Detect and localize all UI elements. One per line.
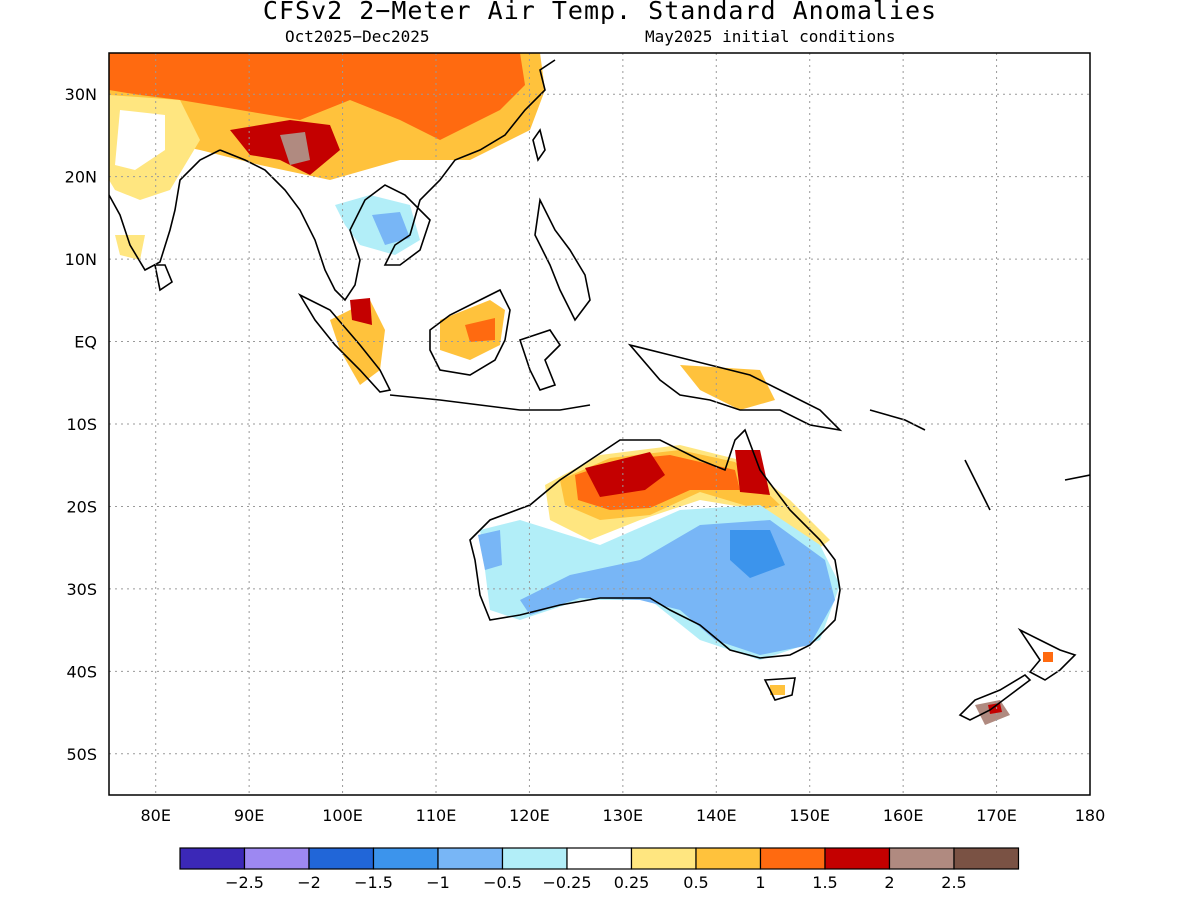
anomaly-region-nz-red (988, 703, 1002, 714)
coast-solomon (869, 409, 926, 431)
colorbar-label: 2 (884, 873, 894, 892)
anomaly-region-aus-darkblue (730, 530, 785, 578)
colorbar-swatch (308, 847, 375, 870)
anomaly-region-nz-north (1043, 652, 1053, 662)
anomaly-region-himalaya-brown (280, 132, 310, 165)
coast-asia (219, 59, 556, 302)
colorbar-swatch (437, 847, 504, 870)
initial-conditions: May2025 initial conditions (645, 27, 896, 46)
colorbar-swatch (953, 847, 1020, 870)
lat-tick-label: EQ (74, 333, 97, 352)
colorbar-label: −0.5 (483, 873, 522, 892)
anomaly-region-asia-darkorange (109, 53, 525, 140)
colorbar-label: −1 (426, 873, 450, 892)
color-scale-legend: −2.5 −2 −1.5 −1 −0.5 −0.25 0.25 0.5 1 1.5 2 2.5 (179, 847, 1020, 892)
lon-tick-label: 130E (603, 806, 644, 825)
colorbar-label: 0.5 (683, 873, 708, 892)
colorbar-label: −1.5 (354, 873, 393, 892)
colorbar-swatch (501, 847, 568, 870)
lon-tick-label: 180 (1075, 806, 1106, 825)
lon-tick-label: 80E (140, 806, 170, 825)
lon-tick-label: 90E (234, 806, 264, 825)
colorbar-label: 1 (755, 873, 765, 892)
colorbar-label: 0.25 (614, 873, 650, 892)
forecast-period: Oct2025−Dec2025 (285, 27, 430, 46)
anomaly-region-india-white (115, 110, 165, 170)
coast-fiji (1064, 474, 1090, 481)
coast-australia (469, 428, 841, 659)
anomaly-region-tasmania (770, 685, 785, 695)
lat-tick-label: 20N (65, 168, 97, 187)
axis-labels: 30N 20N 10N EQ 10S 20S 30S 40S 50S 80E 90E 100E 110E… (65, 85, 1106, 825)
anomaly-region-aus-north-red (585, 452, 665, 497)
colorbar-swatch (630, 847, 697, 870)
lat-tick-label: 20S (66, 497, 97, 516)
anomaly-region-borneo-dark (465, 318, 495, 342)
lon-tick-label: 140E (696, 806, 737, 825)
colorbar-label: −2 (297, 873, 321, 892)
colorbar-label: 2.5 (941, 873, 966, 892)
coast-vanuatu (964, 459, 991, 511)
lat-tick-label: 30N (65, 85, 97, 104)
map-title: CFSv2 2−Meter Air Temp. Standard Anomali… (262, 0, 938, 25)
lat-tick-label: 40S (66, 662, 97, 681)
plot-background (109, 53, 1090, 795)
coast-tasmania (763, 677, 796, 701)
lat-tick-label: 50S (66, 745, 97, 764)
coast-sulawesi (518, 329, 562, 391)
coast-srilanka (154, 264, 173, 292)
colorbar-swatch (179, 847, 246, 870)
colorbar-swatch (243, 847, 310, 870)
coast-philippines (534, 197, 591, 322)
lon-tick-label: 110E (416, 806, 457, 825)
coast-india (109, 149, 221, 272)
lon-tick-label: 170E (976, 806, 1017, 825)
colorbar-swatch (695, 847, 762, 870)
coast-taiwan (532, 128, 546, 162)
coast-nz-north (1017, 627, 1077, 681)
anomaly-region-indochina-blue (372, 212, 410, 245)
colorbar-swatch (566, 847, 633, 870)
colorbar-label: −0.25 (542, 873, 591, 892)
colorbar-label: −2.5 (225, 873, 264, 892)
lat-tick-label: 10S (66, 415, 97, 434)
colorbar-swatch (759, 847, 826, 870)
lon-tick-label: 150E (789, 806, 830, 825)
graticule (109, 53, 1090, 795)
anomaly-region-capeyork-red (735, 450, 770, 495)
anomaly-region-aus-west-blue (478, 530, 502, 570)
coast-sumatra (297, 293, 392, 393)
anomaly-region-india-south (115, 235, 145, 260)
colorbar-label: 1.5 (812, 873, 837, 892)
lon-tick-label: 160E (883, 806, 924, 825)
anomaly-region-sumatra-red (350, 298, 372, 325)
lat-tick-label: 30S (66, 580, 97, 599)
lon-tick-label: 120E (509, 806, 550, 825)
coast-nz-south (958, 673, 1032, 721)
coast-java (389, 394, 591, 411)
colorbar-swatch (372, 847, 439, 870)
coast-borneo (429, 288, 511, 376)
lat-tick-label: 10N (65, 250, 97, 269)
lon-tick-label: 100E (322, 806, 363, 825)
colorbar-swatch (888, 847, 955, 870)
plot-frame (108, 52, 1091, 796)
colorbar-swatch (824, 847, 891, 870)
